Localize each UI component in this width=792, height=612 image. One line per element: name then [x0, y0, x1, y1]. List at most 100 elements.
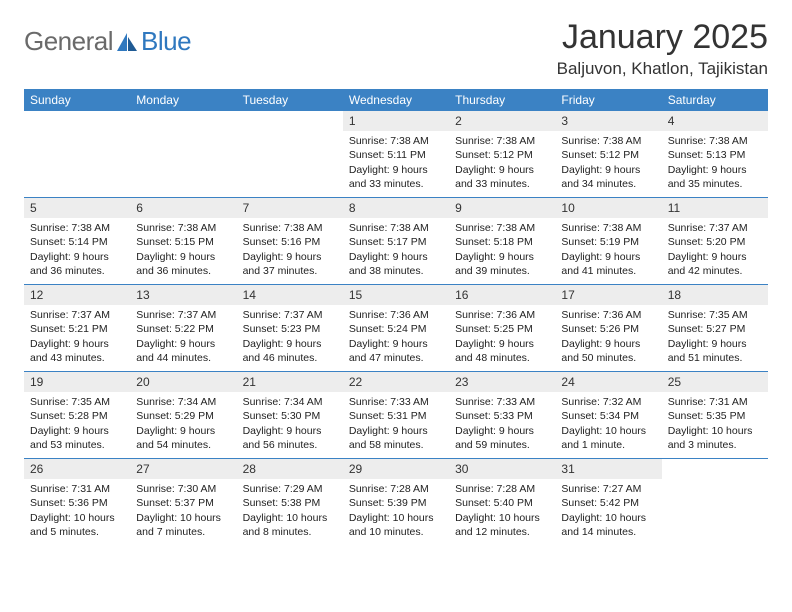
day-line: Sunset: 5:33 PM — [455, 409, 549, 423]
day-number: 30 — [449, 459, 555, 479]
day-number: 9 — [449, 198, 555, 218]
day-line: Daylight: 9 hours — [455, 163, 549, 177]
day-line: Sunset: 5:12 PM — [455, 148, 549, 162]
day-cell: 18Sunrise: 7:35 AMSunset: 5:27 PMDayligh… — [662, 285, 768, 371]
day-header-row: SundayMondayTuesdayWednesdayThursdayFrid… — [24, 89, 768, 111]
day-line: Sunset: 5:11 PM — [349, 148, 443, 162]
day-number: 31 — [555, 459, 661, 479]
week-row: 19Sunrise: 7:35 AMSunset: 5:28 PMDayligh… — [24, 371, 768, 458]
day-line: and 12 minutes. — [455, 525, 549, 539]
day-line: Sunset: 5:24 PM — [349, 322, 443, 336]
day-line: Sunset: 5:14 PM — [30, 235, 124, 249]
day-number: 16 — [449, 285, 555, 305]
weeks-container: 1Sunrise: 7:38 AMSunset: 5:11 PMDaylight… — [24, 111, 768, 545]
day-body: Sunrise: 7:36 AMSunset: 5:26 PMDaylight:… — [555, 305, 661, 371]
day-number: 22 — [343, 372, 449, 392]
day-number: 19 — [24, 372, 130, 392]
day-number: 11 — [662, 198, 768, 218]
day-line: Sunrise: 7:38 AM — [349, 134, 443, 148]
day-body — [130, 131, 236, 140]
logo-sail-icon — [115, 31, 139, 53]
day-cell-empty — [237, 111, 343, 197]
day-line: Sunset: 5:35 PM — [668, 409, 762, 423]
day-line: Sunset: 5:12 PM — [561, 148, 655, 162]
day-cell: 1Sunrise: 7:38 AMSunset: 5:11 PMDaylight… — [343, 111, 449, 197]
day-body: Sunrise: 7:36 AMSunset: 5:25 PMDaylight:… — [449, 305, 555, 371]
day-line: Sunset: 5:38 PM — [243, 496, 337, 510]
day-line: and 33 minutes. — [349, 177, 443, 191]
day-body: Sunrise: 7:37 AMSunset: 5:21 PMDaylight:… — [24, 305, 130, 371]
day-cell: 30Sunrise: 7:28 AMSunset: 5:40 PMDayligh… — [449, 459, 555, 545]
day-line: Sunset: 5:20 PM — [668, 235, 762, 249]
day-line: and 56 minutes. — [243, 438, 337, 452]
day-cell: 7Sunrise: 7:38 AMSunset: 5:16 PMDaylight… — [237, 198, 343, 284]
day-line: Daylight: 9 hours — [349, 250, 443, 264]
day-line: Sunrise: 7:28 AM — [349, 482, 443, 496]
day-body: Sunrise: 7:37 AMSunset: 5:20 PMDaylight:… — [662, 218, 768, 284]
day-line: and 58 minutes. — [349, 438, 443, 452]
day-body: Sunrise: 7:38 AMSunset: 5:18 PMDaylight:… — [449, 218, 555, 284]
logo-text-blue: Blue — [141, 26, 191, 57]
day-cell: 8 Sunrise: 7:38 AMSunset: 5:17 PMDaylight… — [343, 198, 449, 284]
day-body: Sunrise: 7:34 AMSunset: 5:29 PMDaylight:… — [130, 392, 236, 458]
day-line: Sunset: 5:17 PM — [349, 235, 443, 249]
day-body — [662, 479, 768, 488]
day-number — [237, 111, 343, 131]
day-header-cell: Tuesday — [237, 89, 343, 111]
day-cell: 12Sunrise: 7:37 AMSunset: 5:21 PMDayligh… — [24, 285, 130, 371]
day-body: Sunrise: 7:27 AMSunset: 5:42 PMDaylight:… — [555, 479, 661, 545]
title-block: January 2025 Baljuvon, Khatlon, Tajikist… — [557, 18, 768, 85]
day-line: and 34 minutes. — [561, 177, 655, 191]
day-line: Sunset: 5:22 PM — [136, 322, 230, 336]
day-line: Sunrise: 7:38 AM — [561, 221, 655, 235]
day-number: 20 — [130, 372, 236, 392]
day-line: Sunrise: 7:36 AM — [349, 308, 443, 322]
day-line: and 47 minutes. — [349, 351, 443, 365]
day-line: and 43 minutes. — [30, 351, 124, 365]
day-line: Sunset: 5:25 PM — [455, 322, 549, 336]
day-line: Sunrise: 7:35 AM — [668, 308, 762, 322]
day-line: Sunrise: 7:34 AM — [243, 395, 337, 409]
day-body: Sunrise: 7:35 AMSunset: 5:28 PMDaylight:… — [24, 392, 130, 458]
day-cell: 5Sunrise: 7:38 AMSunset: 5:14 PMDaylight… — [24, 198, 130, 284]
day-line: Sunrise: 7:38 AM — [349, 221, 443, 235]
day-line: and 54 minutes. — [136, 438, 230, 452]
day-line: Sunrise: 7:36 AM — [561, 308, 655, 322]
day-number: 15 — [343, 285, 449, 305]
day-body — [24, 131, 130, 140]
day-number: 6 — [130, 198, 236, 218]
day-body: Sunrise: 7:37 AMSunset: 5:23 PMDaylight:… — [237, 305, 343, 371]
day-cell: 15Sunrise: 7:36 AMSunset: 5:24 PMDayligh… — [343, 285, 449, 371]
day-header-cell: Thursday — [449, 89, 555, 111]
day-line: Sunrise: 7:37 AM — [136, 308, 230, 322]
day-line: Sunrise: 7:38 AM — [668, 134, 762, 148]
day-number: 8 — [343, 198, 449, 218]
day-line: Daylight: 9 hours — [30, 337, 124, 351]
day-body: Sunrise: 7:38 AMSunset: 5:14 PMDaylight:… — [24, 218, 130, 284]
day-cell-empty — [130, 111, 236, 197]
day-line: Sunrise: 7:32 AM — [561, 395, 655, 409]
day-cell: 19Sunrise: 7:35 AMSunset: 5:28 PMDayligh… — [24, 372, 130, 458]
day-line: Daylight: 9 hours — [243, 337, 337, 351]
day-line: Daylight: 10 hours — [455, 511, 549, 525]
day-line: Daylight: 10 hours — [30, 511, 124, 525]
day-line: Sunrise: 7:35 AM — [30, 395, 124, 409]
day-number: 21 — [237, 372, 343, 392]
day-line: Sunset: 5:42 PM — [561, 496, 655, 510]
day-body: Sunrise: 7:31 AMSunset: 5:36 PMDaylight:… — [24, 479, 130, 545]
day-cell: 20Sunrise: 7:34 AMSunset: 5:29 PMDayligh… — [130, 372, 236, 458]
day-line: Sunrise: 7:38 AM — [455, 221, 549, 235]
day-line: Sunrise: 7:38 AM — [561, 134, 655, 148]
day-line: Daylight: 9 hours — [561, 250, 655, 264]
day-line: Sunrise: 7:31 AM — [30, 482, 124, 496]
day-line: and 33 minutes. — [455, 177, 549, 191]
day-body: Sunrise: 7:33 AMSunset: 5:31 PMDaylight:… — [343, 392, 449, 458]
day-number — [130, 111, 236, 131]
day-line: Sunrise: 7:37 AM — [243, 308, 337, 322]
day-line: and 7 minutes. — [136, 525, 230, 539]
week-row: 1Sunrise: 7:38 AMSunset: 5:11 PMDaylight… — [24, 111, 768, 197]
day-line: and 1 minute. — [561, 438, 655, 452]
day-line: Sunset: 5:39 PM — [349, 496, 443, 510]
day-line: Sunrise: 7:38 AM — [243, 221, 337, 235]
day-line: Daylight: 9 hours — [455, 424, 549, 438]
